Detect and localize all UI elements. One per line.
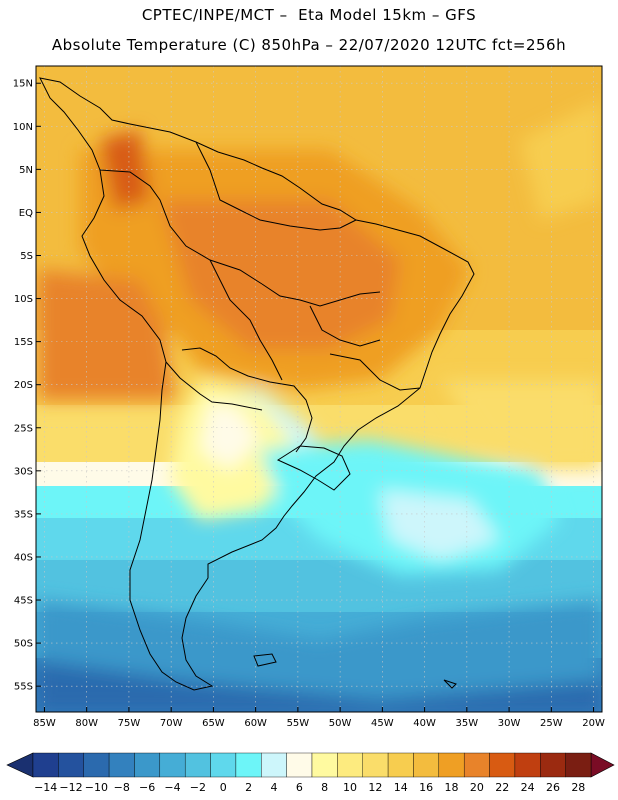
colorbar-swatch [235,752,262,778]
colorbar-swatch [108,752,135,778]
lon-tick-label: 80W [75,718,98,729]
colorbar-swatch [438,752,465,778]
colorbar-swatch [159,752,186,778]
colorbar-swatch [514,752,541,778]
colorbar-label: 16 [419,781,433,794]
lon-tick-label: 40W [413,718,436,729]
colorbar-swatch [286,752,313,778]
lat-tick-label: 15S [14,337,33,348]
colorbar-swatch [261,752,287,778]
colorbar-swatch [337,752,363,778]
colorbar-swatch [540,752,566,778]
map-subtitle: Absolute Temperature (C) 850hPa – 22/07/… [51,36,567,54]
colorbar-low-arrow [6,752,34,778]
lon-tick-label: 50W [329,718,352,729]
lat-tick-label: 25S [14,423,33,434]
colorbar-swatch [134,752,161,778]
colorbar-label: −10 [85,781,108,794]
lat-tick-label: 30S [14,466,33,477]
colorbar-label: −6 [139,781,155,794]
map-title: CPTEC/INPE/MCT – Eta Model 15km – GFS [141,6,477,24]
colorbar-label: −4 [164,781,180,794]
colorbar-swatch [362,752,389,778]
lon-tick-label: 65W [202,718,225,729]
colorbar-label: 8 [321,781,328,794]
lon-tick-label: 60W [244,718,267,729]
colorbar-swatch [184,752,211,778]
colorbar-swatch [565,752,592,778]
lon-tick-label: 75W [118,718,141,729]
colorbar-swatch [83,752,110,778]
lon-tick-label: 45W [371,718,394,729]
lon-tick-label: 35W [456,718,479,729]
latitude-axis: 15N 10N 5N EQ 5S 10S 15S 20S 25S 30S 35S 40S 45S 50S 5… [13,79,41,693]
lat-tick-label: 45S [14,596,33,607]
colorbar-label: 26 [546,781,560,794]
colorbar-label: 20 [470,781,484,794]
longitude-axis: 85W 80W 75W 70W 65W 60W 55W 50W 45W 40W 35W 30W 25W 2… [33,707,605,729]
colorbar-label: 24 [521,781,535,794]
colorbar-swatch [32,752,59,778]
colorbar-label: 12 [368,781,382,794]
lat-tick-label: 40S [14,552,33,563]
lat-tick-label: 55S [14,682,33,693]
map-frame [35,65,603,713]
lon-tick-label: 20W [582,718,605,729]
lon-tick-label: 55W [287,718,310,729]
colorbar-label: 2 [245,781,252,794]
colorbar-label: −14 [34,781,57,794]
colorbar-swatch [210,752,237,778]
colorbar-swatch [413,752,440,778]
lat-tick-label: 5S [20,251,33,262]
lat-tick-label: EQ [19,208,33,219]
colorbar-swatch [489,752,516,778]
colorbar-swatch [387,752,414,778]
colorbar-swatch [311,752,338,778]
colorbar-label: 10 [343,781,357,794]
temperature-field [36,66,602,712]
colorbar-swatch [58,752,84,778]
lat-tick-label: 20S [14,380,33,391]
lat-tick-label: 35S [14,509,33,520]
lat-tick-label: 50S [14,639,33,650]
colorbar-label: 22 [495,781,509,794]
colorbar-label: 18 [445,781,459,794]
colorbar-swatch [463,752,490,778]
lat-tick-label: 10N [13,122,33,133]
colorbar-label: 4 [270,781,277,794]
colorbar-label: 6 [296,781,303,794]
colorbar-label: −8 [114,781,130,794]
colorbar-label: 14 [394,781,408,794]
lon-tick-label: 70W [160,718,183,729]
lat-tick-label: 5N [19,165,33,176]
colorbar-label: 0 [220,781,227,794]
lon-tick-label: 30W [498,718,521,729]
lat-tick-label: 15N [13,79,33,90]
lon-tick-label: 25W [540,718,563,729]
colorbar-high-arrow [590,752,615,778]
colorbar-label: −2 [190,781,206,794]
colorbar: −14 −12 −10 −8 −6 −4 −2 0 2 4 6 8 10 12 14 16 18 20 22 24 26… [6,752,615,794]
colorbar-label: 28 [571,781,585,794]
lon-tick-label: 85W [33,718,56,729]
colorbar-label: −12 [59,781,82,794]
country-borders [39,77,475,691]
lat-tick-label: 10S [14,294,33,305]
